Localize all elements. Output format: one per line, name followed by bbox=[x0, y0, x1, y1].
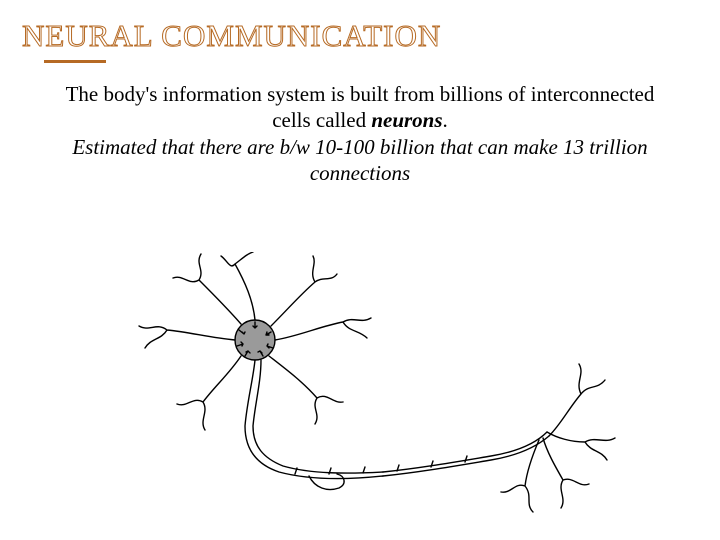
slide-title: NEURAL COMMUNICATION bbox=[22, 18, 698, 54]
body-text: The body's information system is built f… bbox=[0, 69, 720, 186]
neuron-svg bbox=[95, 252, 635, 520]
paragraph-1: The body's information system is built f… bbox=[44, 81, 676, 134]
paragraph-2: Estimated that there are b/w 10-100 bill… bbox=[44, 134, 676, 187]
title-accent-bar bbox=[44, 60, 106, 63]
neuron-figure bbox=[95, 252, 635, 520]
p1-tail: . bbox=[443, 108, 448, 132]
slide: NEURAL COMMUNICATION The body's informat… bbox=[0, 0, 720, 540]
keyword-neurons: neurons bbox=[371, 108, 442, 132]
p1-lead: The body's information system is built f… bbox=[66, 82, 655, 132]
title-area: NEURAL COMMUNICATION bbox=[0, 0, 720, 69]
